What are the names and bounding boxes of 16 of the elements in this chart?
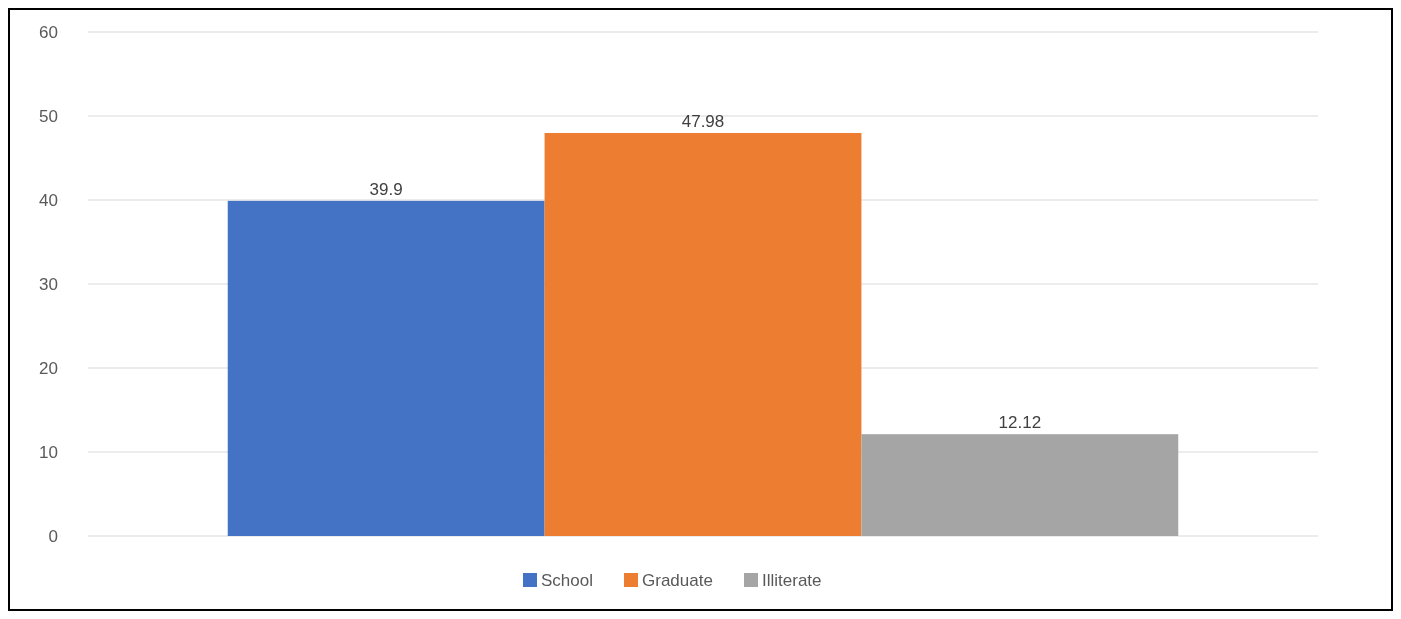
bar xyxy=(227,200,545,536)
y-tick-label: 0 xyxy=(48,527,58,546)
data-label: 12.12 xyxy=(998,413,1042,433)
data-label: 47.98 xyxy=(681,111,725,131)
bar xyxy=(861,434,1179,536)
y-tick-label: 20 xyxy=(39,359,58,378)
y-tick-label: 60 xyxy=(39,23,58,42)
y-tick-label: 40 xyxy=(39,191,58,210)
y-tick-label: 10 xyxy=(39,443,58,462)
y-tick-label: 30 xyxy=(39,275,58,294)
y-tick-label: 50 xyxy=(39,107,58,126)
legend-label: Graduate xyxy=(642,571,713,590)
legend-label: Illiterate xyxy=(762,571,822,590)
bar xyxy=(544,132,862,536)
legend-label: School xyxy=(541,571,593,590)
data-label: 39.9 xyxy=(369,179,403,199)
